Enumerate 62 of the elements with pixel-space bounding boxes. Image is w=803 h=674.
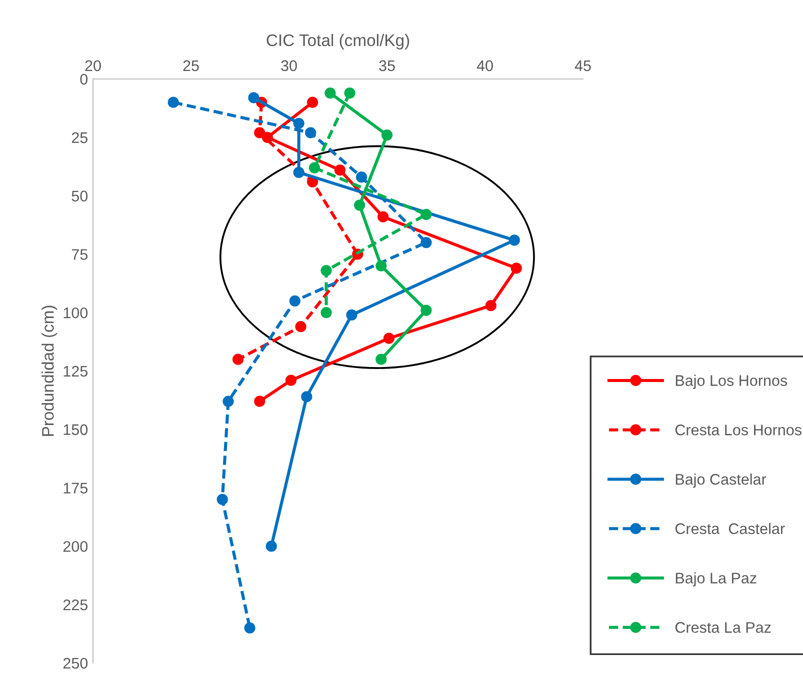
y-axis-title: Produndidad (cm) xyxy=(42,306,58,436)
legend-label: Cresta La Paz xyxy=(675,622,771,633)
point xyxy=(293,166,304,178)
point xyxy=(420,236,432,248)
legend-label: Bajo Los Hornos xyxy=(676,374,788,389)
x-tick-label: 30 xyxy=(281,60,297,72)
point xyxy=(354,200,366,211)
point xyxy=(254,396,266,407)
legend-label: Cresta Castelar xyxy=(675,522,785,534)
y-tick-label: 25 xyxy=(72,132,88,144)
x-tick-label: 25 xyxy=(183,60,199,72)
y-tick-label: 175 xyxy=(64,482,88,494)
point xyxy=(378,211,389,222)
y-tick-label: 100 xyxy=(64,307,88,318)
point xyxy=(420,208,432,220)
point xyxy=(356,172,368,183)
y-tick-label: 150 xyxy=(64,424,88,436)
point xyxy=(508,234,520,246)
y-tick-label: 200 xyxy=(63,541,88,552)
point xyxy=(324,87,336,99)
y-tick-label: 225 xyxy=(63,599,88,610)
point xyxy=(320,264,332,276)
point xyxy=(344,87,356,99)
x-tick-label: 40 xyxy=(476,60,493,72)
point xyxy=(168,96,179,108)
y-tick-label: 50 xyxy=(72,190,88,202)
point xyxy=(289,295,300,306)
point xyxy=(266,540,277,552)
point xyxy=(381,130,393,141)
legend-label: Bajo La Paz xyxy=(676,572,756,587)
x-tick-label: 20 xyxy=(85,60,101,72)
y-tick-label: 75 xyxy=(72,249,88,260)
legend-label: Bajo Castelar xyxy=(676,474,766,488)
x-axis-title: CIC Total (cmol/Kg) xyxy=(266,34,410,50)
y-tick-label: 125 xyxy=(64,366,88,377)
point xyxy=(485,300,496,312)
point xyxy=(308,162,320,174)
point xyxy=(305,127,316,138)
point xyxy=(222,396,234,407)
point xyxy=(232,354,244,365)
point xyxy=(420,304,432,316)
point xyxy=(320,307,332,318)
point xyxy=(306,96,318,108)
x-tick-label: 45 xyxy=(574,60,591,72)
point xyxy=(285,374,297,386)
point xyxy=(216,494,228,506)
point xyxy=(334,164,346,176)
point xyxy=(376,260,387,272)
point xyxy=(510,262,522,274)
x-tick-label: 35 xyxy=(379,60,395,72)
point xyxy=(301,391,312,402)
point xyxy=(376,354,387,365)
point xyxy=(383,332,395,344)
y-tick-label: 250 xyxy=(63,658,88,669)
point xyxy=(295,321,306,332)
legend-label: Cresta Los Hornos xyxy=(675,424,802,436)
point xyxy=(293,118,304,129)
point xyxy=(244,622,256,634)
point xyxy=(346,309,358,320)
point xyxy=(248,92,260,104)
y-tick-label: 0 xyxy=(80,74,88,85)
point xyxy=(254,127,266,138)
